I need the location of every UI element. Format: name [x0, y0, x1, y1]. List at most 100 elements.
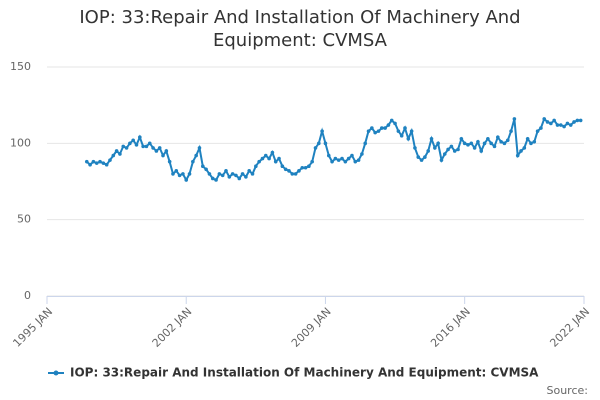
point — [575, 118, 580, 123]
point — [466, 143, 470, 147]
point — [462, 141, 467, 146]
point — [260, 156, 265, 161]
point — [257, 159, 261, 164]
point — [300, 165, 305, 170]
point — [98, 159, 102, 164]
point — [293, 172, 298, 176]
point — [426, 149, 431, 153]
point — [323, 141, 328, 146]
point — [240, 172, 245, 176]
point — [217, 172, 222, 176]
point — [393, 121, 397, 126]
point — [549, 121, 553, 126]
point — [187, 172, 192, 176]
point — [250, 172, 255, 176]
point — [439, 158, 444, 162]
point — [111, 153, 116, 158]
point — [479, 149, 484, 153]
point — [492, 144, 497, 149]
point — [317, 141, 321, 146]
point — [532, 140, 537, 144]
y-tick-label: 100 — [10, 136, 31, 149]
point — [194, 153, 198, 158]
point — [476, 140, 480, 144]
point — [244, 175, 248, 179]
legend-marker — [53, 370, 59, 376]
point — [234, 173, 238, 178]
point — [502, 141, 507, 146]
point — [496, 135, 500, 140]
point — [333, 156, 338, 161]
point — [535, 129, 540, 133]
point — [509, 129, 513, 133]
point — [287, 169, 291, 173]
point — [267, 156, 271, 161]
point — [167, 159, 172, 164]
point — [220, 173, 225, 178]
point — [429, 136, 434, 141]
point — [114, 149, 119, 153]
point — [376, 129, 381, 133]
point — [499, 140, 503, 144]
point — [171, 172, 175, 176]
point — [409, 129, 414, 133]
point — [572, 120, 576, 124]
source-label: Source: — [547, 384, 589, 397]
point — [227, 175, 232, 179]
point — [84, 159, 89, 164]
point — [157, 146, 162, 150]
point — [456, 147, 460, 152]
point — [214, 178, 218, 182]
point — [290, 172, 295, 176]
point — [519, 149, 523, 153]
point — [254, 164, 258, 169]
point — [383, 126, 387, 130]
point — [545, 120, 550, 124]
point — [578, 118, 583, 123]
point — [131, 138, 135, 143]
point — [562, 124, 566, 129]
legend-label: IOP: 33:Repair And Installation Of Machi… — [70, 366, 539, 380]
point — [340, 156, 344, 161]
point — [88, 162, 92, 167]
point — [303, 165, 308, 170]
point — [442, 152, 447, 156]
point — [419, 158, 424, 162]
point — [161, 153, 165, 158]
point — [147, 141, 152, 146]
point — [525, 136, 530, 141]
point — [433, 146, 437, 150]
point — [389, 118, 394, 123]
point — [459, 136, 464, 141]
point — [336, 158, 341, 162]
point — [436, 141, 440, 146]
point — [307, 164, 311, 169]
point — [151, 146, 155, 150]
point — [174, 169, 179, 173]
point — [104, 162, 109, 167]
point — [200, 164, 205, 169]
point — [386, 123, 391, 127]
point — [128, 141, 132, 146]
point — [263, 153, 268, 158]
point — [396, 129, 401, 133]
point — [360, 152, 364, 156]
point — [406, 136, 411, 141]
point — [91, 159, 96, 164]
point — [363, 141, 368, 146]
point — [379, 126, 384, 130]
point — [121, 144, 126, 149]
point — [310, 159, 314, 164]
point — [230, 172, 235, 176]
point — [552, 118, 556, 123]
point — [522, 146, 527, 150]
point — [207, 172, 212, 176]
point — [237, 176, 242, 181]
point — [197, 146, 202, 150]
point — [164, 149, 169, 153]
point — [343, 159, 348, 164]
series-line — [86, 117, 581, 183]
point — [94, 161, 99, 165]
point — [356, 158, 361, 162]
